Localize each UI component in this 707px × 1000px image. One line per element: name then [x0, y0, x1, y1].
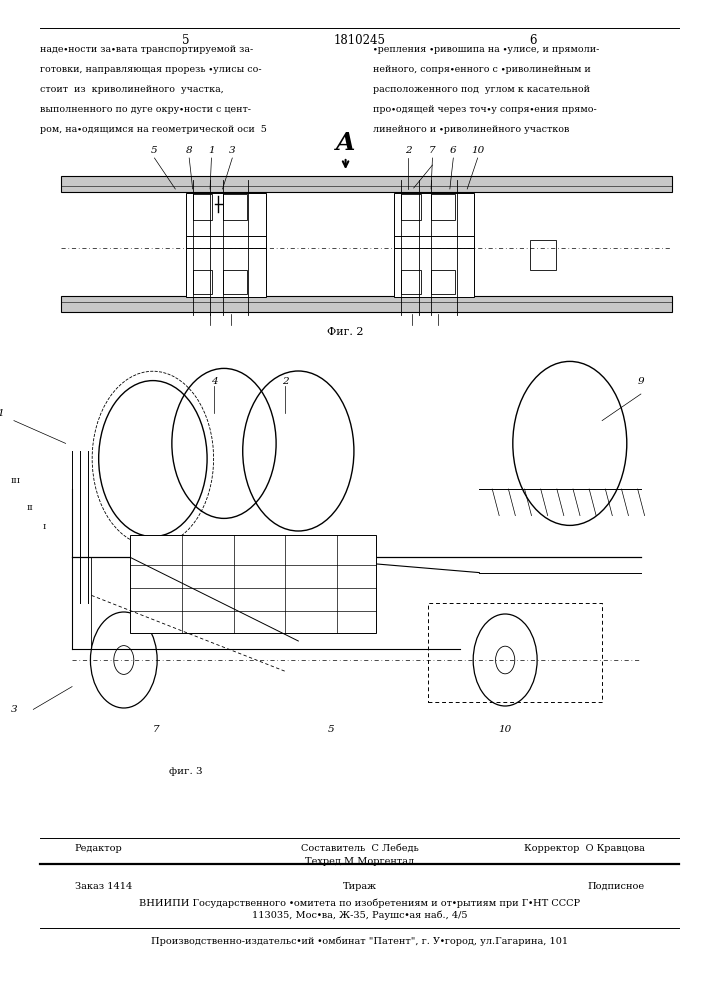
Text: A: A: [336, 131, 356, 155]
Text: 1: 1: [208, 146, 215, 155]
Text: ∙репления ∙ривошипа на ∙улисе, и прямоли-: ∙репления ∙ривошипа на ∙улисе, и прямоли…: [373, 45, 600, 54]
Text: 3: 3: [229, 146, 235, 155]
Text: I: I: [43, 523, 46, 531]
Text: расположенного под  углом к касательной: расположенного под углом к касательной: [373, 85, 590, 94]
Text: готовки, направляющая прорезь ∙улисы со-: готовки, направляющая прорезь ∙улисы со-: [40, 65, 262, 74]
Bar: [61, 296, 672, 312]
Text: линейного и ∙риволинейного участков: линейного и ∙риволинейного участков: [373, 125, 570, 134]
Text: 1810245: 1810245: [334, 34, 385, 47]
Text: нейного, сопря∙енного с ∙риволинейным и: нейного, сопря∙енного с ∙риволинейным и: [373, 65, 591, 74]
Text: Подписное: Подписное: [588, 882, 645, 891]
Text: Заказ 1414: Заказ 1414: [74, 882, 132, 891]
Text: 5: 5: [327, 725, 334, 734]
Bar: [223, 194, 247, 220]
Text: фиг. 3: фиг. 3: [169, 767, 202, 776]
Bar: [186, 236, 266, 260]
Text: 2: 2: [405, 146, 411, 155]
Bar: [186, 193, 266, 248]
Text: Фиг. 2: Фиг. 2: [327, 327, 364, 337]
Bar: [395, 193, 474, 248]
Text: 7: 7: [153, 725, 160, 734]
Text: 8: 8: [186, 146, 192, 155]
Text: 2: 2: [282, 377, 288, 386]
Text: 10: 10: [498, 725, 512, 734]
Text: Тираж: Тираж: [342, 882, 377, 891]
Text: 4: 4: [211, 377, 218, 386]
Bar: [130, 535, 376, 633]
Bar: [401, 194, 421, 220]
Bar: [395, 247, 474, 297]
Bar: [61, 176, 672, 192]
Text: стоит  из  криволинейного  участка,: стоит из криволинейного участка,: [40, 85, 223, 94]
Bar: [431, 270, 455, 294]
Text: Производственно-издательс∙ий ∙омбинат "Патент", г. У∙город, ул.Гагарина, 101: Производственно-издательс∙ий ∙омбинат "П…: [151, 936, 568, 946]
Text: III: III: [11, 477, 21, 485]
Text: 7: 7: [429, 146, 436, 155]
Text: 6: 6: [450, 146, 457, 155]
Text: наде∙ности за∙вата транспортируемой за-: наде∙ности за∙вата транспортируемой за-: [40, 45, 253, 54]
Bar: [401, 270, 421, 294]
Text: Редактор: Редактор: [74, 844, 122, 853]
Text: Корректор  О Кравцова: Корректор О Кравцова: [524, 844, 645, 853]
Bar: [431, 194, 455, 220]
Bar: [186, 247, 266, 297]
Bar: [530, 240, 556, 270]
Bar: [193, 270, 212, 294]
Bar: [193, 194, 212, 220]
Text: Составитель  С Лебедь: Составитель С Лебедь: [300, 844, 419, 853]
Bar: [223, 270, 247, 294]
Text: 3: 3: [11, 705, 17, 714]
Text: 5: 5: [151, 146, 158, 155]
Text: 10: 10: [471, 146, 484, 155]
Text: 113035, Мос∙ва, Ж-35, Раушс∙ая наб., 4/5: 113035, Мос∙ва, Ж-35, Раушс∙ая наб., 4/5: [252, 910, 467, 920]
Text: II: II: [27, 504, 33, 512]
Bar: [395, 236, 474, 260]
Text: 5: 5: [182, 34, 189, 47]
Text: 9: 9: [638, 377, 644, 386]
Text: 1: 1: [0, 408, 4, 418]
Text: ром, на∙одящимся на геометрической оси  5: ром, на∙одящимся на геометрической оси 5: [40, 125, 267, 134]
Text: про∙одящей через точ∙у сопря∙ения прямо-: про∙одящей через точ∙у сопря∙ения прямо-: [373, 105, 597, 114]
Text: Техред М Моргентал: Техред М Моргентал: [305, 857, 414, 866]
Text: выполненного по дуге окру∙ности с цент-: выполненного по дуге окру∙ности с цент-: [40, 105, 251, 114]
Text: ВНИИПИ Государственного ∙омитета по изобретениям и от∙рытиям при Г∙НТ СССР: ВНИИПИ Государственного ∙омитета по изоб…: [139, 898, 580, 908]
Text: 6: 6: [530, 34, 537, 47]
